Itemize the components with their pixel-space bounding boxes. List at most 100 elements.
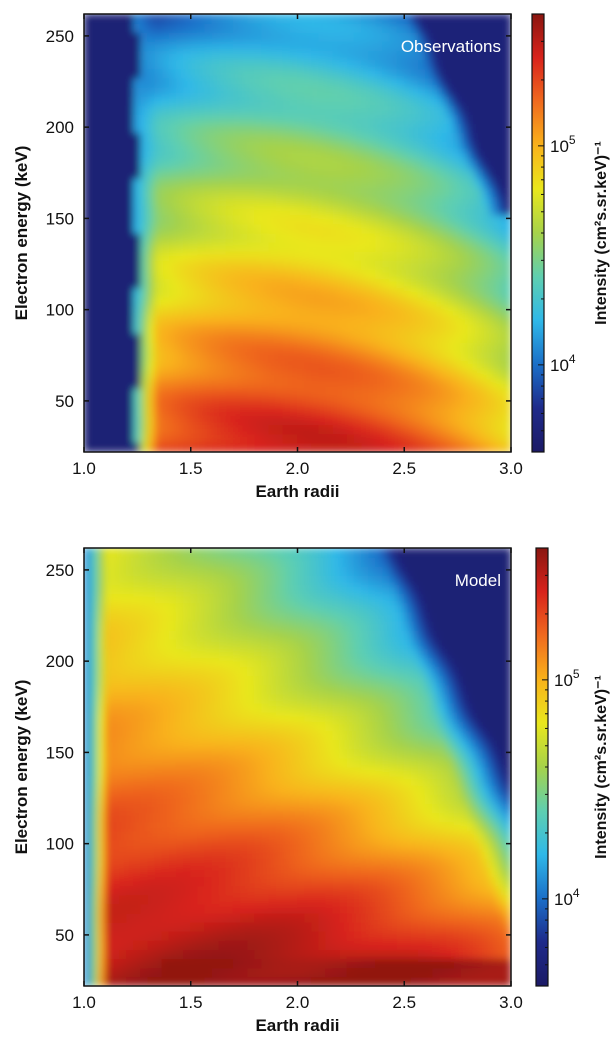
heatmap-cell — [269, 976, 277, 986]
heatmap-cell — [390, 333, 398, 343]
heatmap-cell — [382, 830, 390, 840]
heatmap-cell — [91, 360, 99, 370]
heatmap-cell — [105, 442, 113, 452]
heatmap-cell — [148, 123, 156, 133]
heatmap-cell — [311, 160, 319, 170]
heatmap-cell — [361, 233, 369, 243]
heatmap-cell — [439, 59, 447, 69]
heatmap-cell — [204, 442, 212, 452]
heatmap-cell — [269, 721, 277, 731]
heatmap-cell — [425, 251, 433, 261]
heatmap-cell — [361, 593, 369, 603]
heatmap-cell — [439, 369, 447, 379]
heatmap-cell — [489, 205, 497, 215]
heatmap-cell — [347, 187, 355, 197]
heatmap-cell — [325, 794, 333, 804]
heatmap-cell — [269, 694, 277, 704]
heatmap-cell — [297, 876, 305, 886]
heatmap-cell — [390, 178, 398, 188]
heatmap-cell — [375, 648, 383, 658]
heatmap-cell — [233, 785, 241, 795]
heatmap-cell — [119, 388, 127, 398]
heatmap-cell — [219, 23, 227, 33]
heatmap-cell — [91, 315, 99, 325]
heatmap-cell — [311, 748, 319, 758]
heatmap-cell — [98, 388, 106, 398]
heatmap-cell — [119, 630, 127, 640]
heatmap-cell — [204, 251, 212, 261]
heatmap-cell — [91, 77, 99, 87]
heatmap-cell — [347, 32, 355, 42]
heatmap-cell — [297, 50, 305, 60]
heatmap-cell — [439, 96, 447, 106]
heatmap-cell — [404, 68, 412, 78]
heatmap-cell — [247, 68, 255, 78]
heatmap-cell — [290, 767, 298, 777]
heatmap-cell — [233, 351, 241, 361]
heatmap-cell — [439, 296, 447, 306]
heatmap-cell — [105, 406, 113, 416]
heatmap-cell — [254, 757, 262, 767]
heatmap-cell — [340, 575, 348, 585]
heatmap-cell — [482, 315, 490, 325]
heatmap-cell — [269, 132, 277, 142]
heatmap-cell — [148, 433, 156, 443]
heatmap-cell — [382, 397, 390, 407]
heatmap-cell — [162, 648, 170, 658]
heatmap-cell — [126, 584, 134, 594]
heatmap-cell — [112, 684, 120, 694]
heatmap-cell — [276, 406, 284, 416]
heatmap-cell — [361, 712, 369, 722]
heatmap-cell — [140, 114, 148, 124]
heatmap-cell — [333, 748, 341, 758]
heatmap-cell — [354, 141, 362, 151]
heatmap-cell — [361, 114, 369, 124]
heatmap-cell — [325, 87, 333, 97]
heatmap-cell — [290, 160, 298, 170]
heatmap-cell — [148, 602, 156, 612]
heatmap-cell — [204, 602, 212, 612]
heatmap-cell — [318, 675, 326, 685]
heatmap-cell — [247, 59, 255, 69]
heatmap-cell — [290, 342, 298, 352]
heatmap-cell — [204, 424, 212, 434]
heatmap-cell — [382, 858, 390, 868]
heatmap-cell — [133, 885, 141, 895]
heatmap-cell — [290, 575, 298, 585]
heatmap-cell — [254, 132, 262, 142]
heatmap-cell — [204, 141, 212, 151]
heatmap-cell — [204, 684, 212, 694]
heatmap-cell — [204, 223, 212, 233]
heatmap-cell — [212, 59, 220, 69]
heatmap-cell — [212, 306, 220, 316]
heatmap-cell — [176, 958, 184, 968]
heatmap-cell — [119, 611, 127, 621]
heatmap-cell — [233, 169, 241, 179]
heatmap-cell — [212, 630, 220, 640]
heatmap-cell — [204, 976, 212, 986]
heatmap-cell — [375, 976, 383, 986]
heatmap-cell — [368, 858, 376, 868]
heatmap-cell — [269, 894, 277, 904]
heatmap-cell — [169, 141, 177, 151]
heatmap-cell — [240, 315, 248, 325]
heatmap-cell — [133, 913, 141, 923]
heatmap-cell — [333, 630, 341, 640]
heatmap-cell — [254, 68, 262, 78]
heatmap-cell — [325, 557, 333, 567]
heatmap-cell — [361, 739, 369, 749]
heatmap-cell — [119, 187, 127, 197]
heatmap-cell — [340, 922, 348, 932]
heatmap-cell — [340, 132, 348, 142]
heatmap-cell — [119, 976, 127, 986]
heatmap-cell — [162, 287, 170, 297]
heatmap-cell — [204, 306, 212, 316]
heatmap-cell — [418, 150, 426, 160]
heatmap-cell — [418, 196, 426, 206]
heatmap-cell — [269, 87, 277, 97]
heatmap-cell — [446, 379, 454, 389]
heatmap-cell — [254, 114, 262, 124]
heatmap-cell — [204, 885, 212, 895]
heatmap-cell — [219, 214, 227, 224]
heatmap-cell — [240, 96, 248, 106]
